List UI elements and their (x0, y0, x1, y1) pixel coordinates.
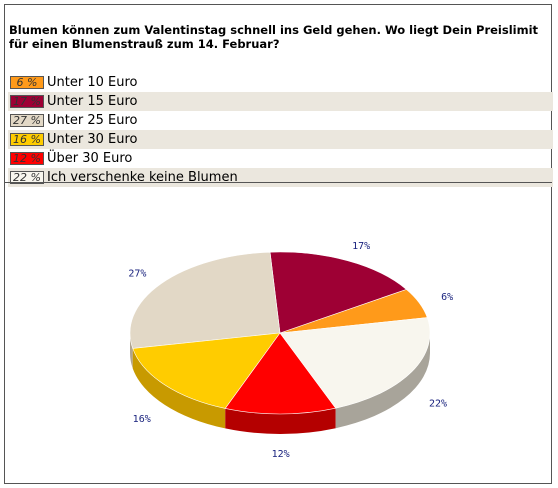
pie-slice (279, 317, 431, 409)
pie-slice (129, 251, 281, 349)
legend-label: Unter 25 Euro (47, 113, 138, 128)
slice-label: 12% (272, 449, 290, 460)
legend-item: 16 % Unter 30 Euro (8, 130, 553, 149)
slice-label: 27% (128, 269, 146, 280)
legend-label: Unter 30 Euro (47, 132, 138, 147)
legend-label: Unter 10 Euro (47, 75, 138, 90)
poll-question: Blumen können zum Valentinstag schnell i… (9, 23, 539, 51)
legend-item: 27 % Unter 25 Euro (8, 111, 553, 130)
legend-swatch-percent: 22 % (10, 171, 44, 184)
legend-swatch-percent: 12 % (10, 152, 44, 165)
legend-swatch-percent: 16 % (10, 133, 44, 146)
poll-frame: Blumen können zum Valentinstag schnell i… (4, 4, 553, 484)
legend: 6 % Unter 10 Euro 17 % Unter 15 Euro 27 … (8, 73, 553, 187)
legend-item: 12 % Über 30 Euro (8, 149, 553, 168)
slice-label: 6% (441, 292, 453, 303)
legend-swatch-percent: 17 % (10, 95, 44, 108)
legend-label: Über 30 Euro (47, 151, 133, 166)
slice-label: 16% (133, 414, 151, 425)
pie-slice (224, 332, 337, 415)
divider (4, 182, 552, 183)
slice-label: 22% (429, 399, 447, 410)
pie-slice-side (225, 408, 336, 434)
legend-swatch-percent: 27 % (10, 114, 44, 127)
pie-slice-side (335, 333, 431, 429)
pie-chart: 6% 17% 27% 16% 12% 22% (128, 241, 453, 460)
pie-slice (269, 251, 407, 334)
legend-item: 17 % Unter 15 Euro (8, 92, 553, 111)
legend-swatch-percent: 6 % (10, 76, 44, 89)
legend-item: 6 % Unter 10 Euro (8, 73, 553, 92)
slice-label: 17% (352, 241, 370, 252)
pie-slice-side (132, 348, 226, 429)
legend-label: Ich verschenke keine Blumen (47, 170, 238, 185)
legend-label: Unter 15 Euro (47, 94, 138, 109)
pie-slice (132, 332, 281, 409)
